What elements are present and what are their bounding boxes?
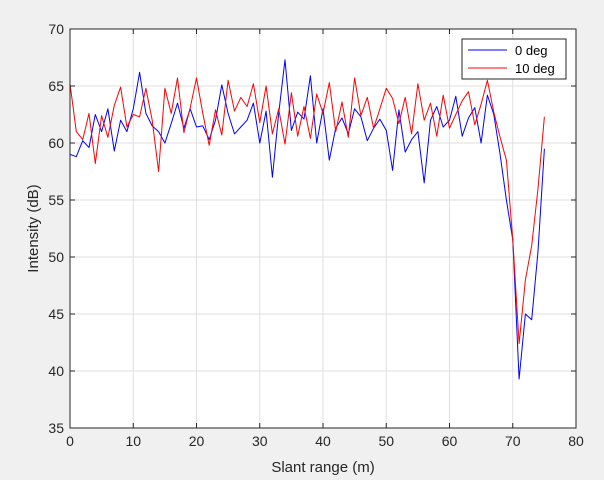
x-tick-label: 80: [568, 433, 584, 449]
x-tick-label: 40: [315, 433, 331, 449]
legend-label-0: 0 deg: [515, 43, 548, 58]
x-axis-label: Slant range (m): [271, 459, 374, 476]
y-tick-label: 50: [48, 249, 64, 265]
x-tick-label: 0: [66, 433, 74, 449]
x-tick-label: 50: [378, 433, 394, 449]
axis-ticks: 0 10 20 30 40 50 60 70 80 35 40 45 50 55 60 65 70: [48, 21, 584, 449]
y-tick-label: 55: [48, 192, 64, 208]
x-tick-label: 20: [189, 433, 205, 449]
y-tick-label: 40: [48, 363, 64, 379]
y-tick-label: 35: [48, 420, 64, 436]
legend: 0 deg 10 deg: [461, 38, 567, 80]
x-tick-label: 30: [252, 433, 268, 449]
x-tick-label: 60: [442, 433, 458, 449]
x-tick-label: 10: [125, 433, 141, 449]
series-lines: [69, 59, 545, 380]
y-tick-label: 45: [48, 306, 64, 322]
y-tick-label: 70: [48, 21, 64, 37]
series-line-1: [69, 77, 545, 345]
y-axis-label: Intensity (dB): [25, 184, 42, 272]
y-tick-label: 65: [48, 78, 64, 94]
y-tick-label: 60: [48, 135, 64, 151]
series-line-0: [69, 59, 545, 380]
legend-box: [461, 38, 567, 80]
x-tick-label: 70: [505, 433, 521, 449]
legend-label-1: 10 deg: [515, 61, 555, 76]
